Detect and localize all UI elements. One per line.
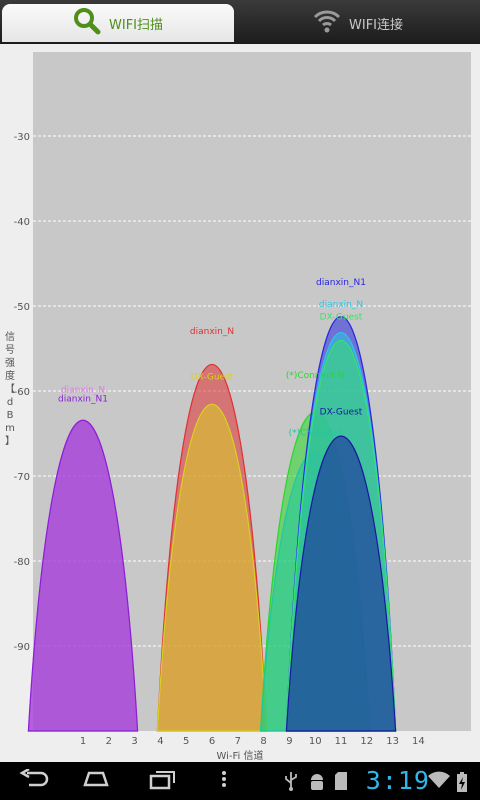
home-icon [81, 769, 111, 793]
x-tick-label: 14 [412, 736, 425, 747]
system-nav-bar: 3:19 [0, 762, 480, 800]
y-axis-label-char: d [7, 397, 13, 408]
y-tick-label: -30 [14, 132, 30, 143]
y-axis-label-char: 】 [5, 435, 15, 447]
x-tick-label: 6 [209, 736, 215, 747]
network-label: dianxin_N [319, 300, 363, 310]
y-tick-label: -40 [14, 217, 30, 228]
y-axis-label-char: B [7, 410, 14, 421]
x-tick-label: 9 [286, 736, 292, 747]
y-tick-label: -80 [14, 557, 30, 568]
wifi-scan-panel: -30 -40 -50 -60 -70 -80 -90 1 2 3 4 5 6 7 8 9 10 11 12 13 14… [0, 44, 480, 762]
tab-bar: WIFI扫描 WIFI连接 [0, 0, 480, 44]
y-axis-label-char: 度 [5, 369, 15, 382]
x-tick-label: 2 [106, 736, 112, 747]
y-tick-label: -50 [14, 302, 30, 313]
overflow-menu-icon [221, 769, 227, 793]
x-tick-label: 7 [235, 736, 241, 747]
y-axis-label-char: 号 [5, 344, 15, 356]
x-axis-label: Wi-Fi 信道 [216, 749, 263, 762]
android-debug-icon [308, 771, 326, 795]
tab-wifi-scan-label: WIFI扫描 [109, 17, 163, 33]
network-label: DX-Guest [320, 408, 363, 418]
network-label: DX-Guest [191, 373, 234, 383]
x-tick-label: 13 [386, 736, 399, 747]
x-tick-label: 12 [360, 736, 373, 747]
home-button[interactable] [74, 762, 118, 800]
x-tick-label: 8 [260, 736, 266, 747]
tab-wifi-connect-label: WIFI连接 [349, 17, 403, 33]
network-label: dianxin_N1 [316, 278, 366, 288]
recent-apps-button[interactable] [140, 762, 184, 800]
network-curve [156, 404, 268, 732]
x-tick-label: 4 [157, 736, 163, 747]
x-tick-label: 1 [80, 736, 86, 747]
status-clock: 3:19 [365, 766, 430, 795]
y-axis-label-char: m [5, 423, 15, 434]
network-label: DX-Guest [320, 313, 363, 323]
y-axis-label-char: 信 [5, 331, 15, 343]
back-button[interactable] [12, 762, 56, 800]
x-tick-label: 3 [131, 736, 137, 747]
network-label: dianxin_N [61, 386, 105, 396]
recent-apps-icon [147, 768, 177, 794]
wifi-signal-icon [428, 771, 450, 793]
y-tick-label: -90 [14, 642, 30, 653]
y-axis-label-char: 【 [5, 383, 15, 395]
channel-chart: -30-40-50-60-70-80-901 2 3 4 5 6 7 8 9 10 11 12 13 14… [5, 52, 471, 762]
back-icon [19, 767, 49, 793]
usb-icon [284, 771, 298, 795]
network-label: (*)ChinaNet [289, 429, 343, 439]
wifi-icon [313, 8, 349, 38]
network-label: (*)Connect-N [286, 371, 345, 381]
search-icon [73, 7, 109, 39]
y-tick-label: -70 [14, 472, 30, 483]
sd-card-icon [334, 771, 348, 795]
tab-wifi-scan[interactable]: WIFI扫描 [2, 4, 234, 42]
battery-charging-icon [456, 771, 468, 797]
network-label: dianxin_N [190, 327, 234, 337]
menu-button[interactable] [212, 762, 236, 800]
network-label: dianxin_N1 [58, 395, 108, 405]
network-curve [27, 419, 139, 732]
network-curve [285, 435, 397, 732]
tab-wifi-connect[interactable]: WIFI连接 [238, 4, 478, 42]
x-tick-label: 5 [183, 736, 189, 747]
x-tick-label: 10 [309, 736, 322, 747]
y-axis-label-char: 强 [5, 357, 15, 369]
y-tick-label: -60 [14, 387, 30, 398]
x-tick-label: 11 [335, 736, 348, 747]
